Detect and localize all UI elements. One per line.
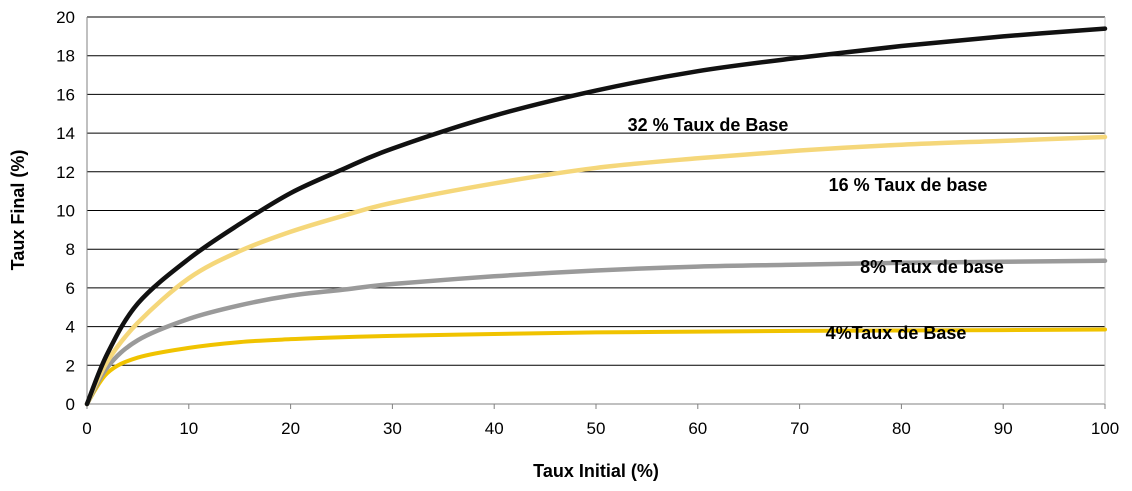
y-tick-label: 12 <box>56 163 75 182</box>
series-line-2 <box>84 258 1108 407</box>
y-tick-label: 8 <box>66 240 75 259</box>
x-tick-label: 40 <box>485 419 504 438</box>
y-tick-label: 18 <box>56 47 75 66</box>
x-tick-label: 100 <box>1091 419 1119 438</box>
series-lines <box>84 26 1108 407</box>
y-tick-label: 6 <box>66 279 75 298</box>
y-tick-label: 4 <box>66 318 75 337</box>
grid <box>87 16 1105 366</box>
x-tick-label: 80 <box>892 419 911 438</box>
series-label-1: 16 % Taux de base <box>829 175 988 195</box>
y-tick-label: 10 <box>56 202 75 221</box>
x-axis-title: Taux Initial (%) <box>533 461 659 481</box>
x-tick-label: 0 <box>82 419 91 438</box>
x-tick-label: 10 <box>179 419 198 438</box>
series-line-3 <box>85 327 1107 406</box>
x-tick-label: 20 <box>281 419 300 438</box>
series-label-0: 32 % Taux de Base <box>628 115 789 135</box>
x-tick-label: 60 <box>688 419 707 438</box>
series-label-2: 8% Taux de base <box>860 257 1004 277</box>
series-line-0 <box>84 26 1108 407</box>
y-axis-title: Taux Final (%) <box>8 150 28 271</box>
x-tick-label: 50 <box>587 419 606 438</box>
y-tick-label: 16 <box>56 85 75 104</box>
series-labels: 32 % Taux de Base 16 % Taux de base 8% Tau… <box>628 115 1004 343</box>
y-tick-label: 14 <box>56 124 75 143</box>
series-line-1 <box>84 134 1108 407</box>
x-tick-label: 70 <box>790 419 809 438</box>
x-tick-label: 90 <box>994 419 1013 438</box>
y-tick-label: 2 <box>66 356 75 375</box>
y-tick-label: 20 <box>56 8 75 27</box>
x-tick-label: 30 <box>383 419 402 438</box>
y-tick-label: 0 <box>66 395 75 414</box>
axes: 0 2 4 6 8 10 12 14 16 18 20 0 10 20 30 40 50 60 70 80 90 100 <box>56 8 1119 438</box>
series-label-3: 4%Taux de Base <box>826 323 967 343</box>
